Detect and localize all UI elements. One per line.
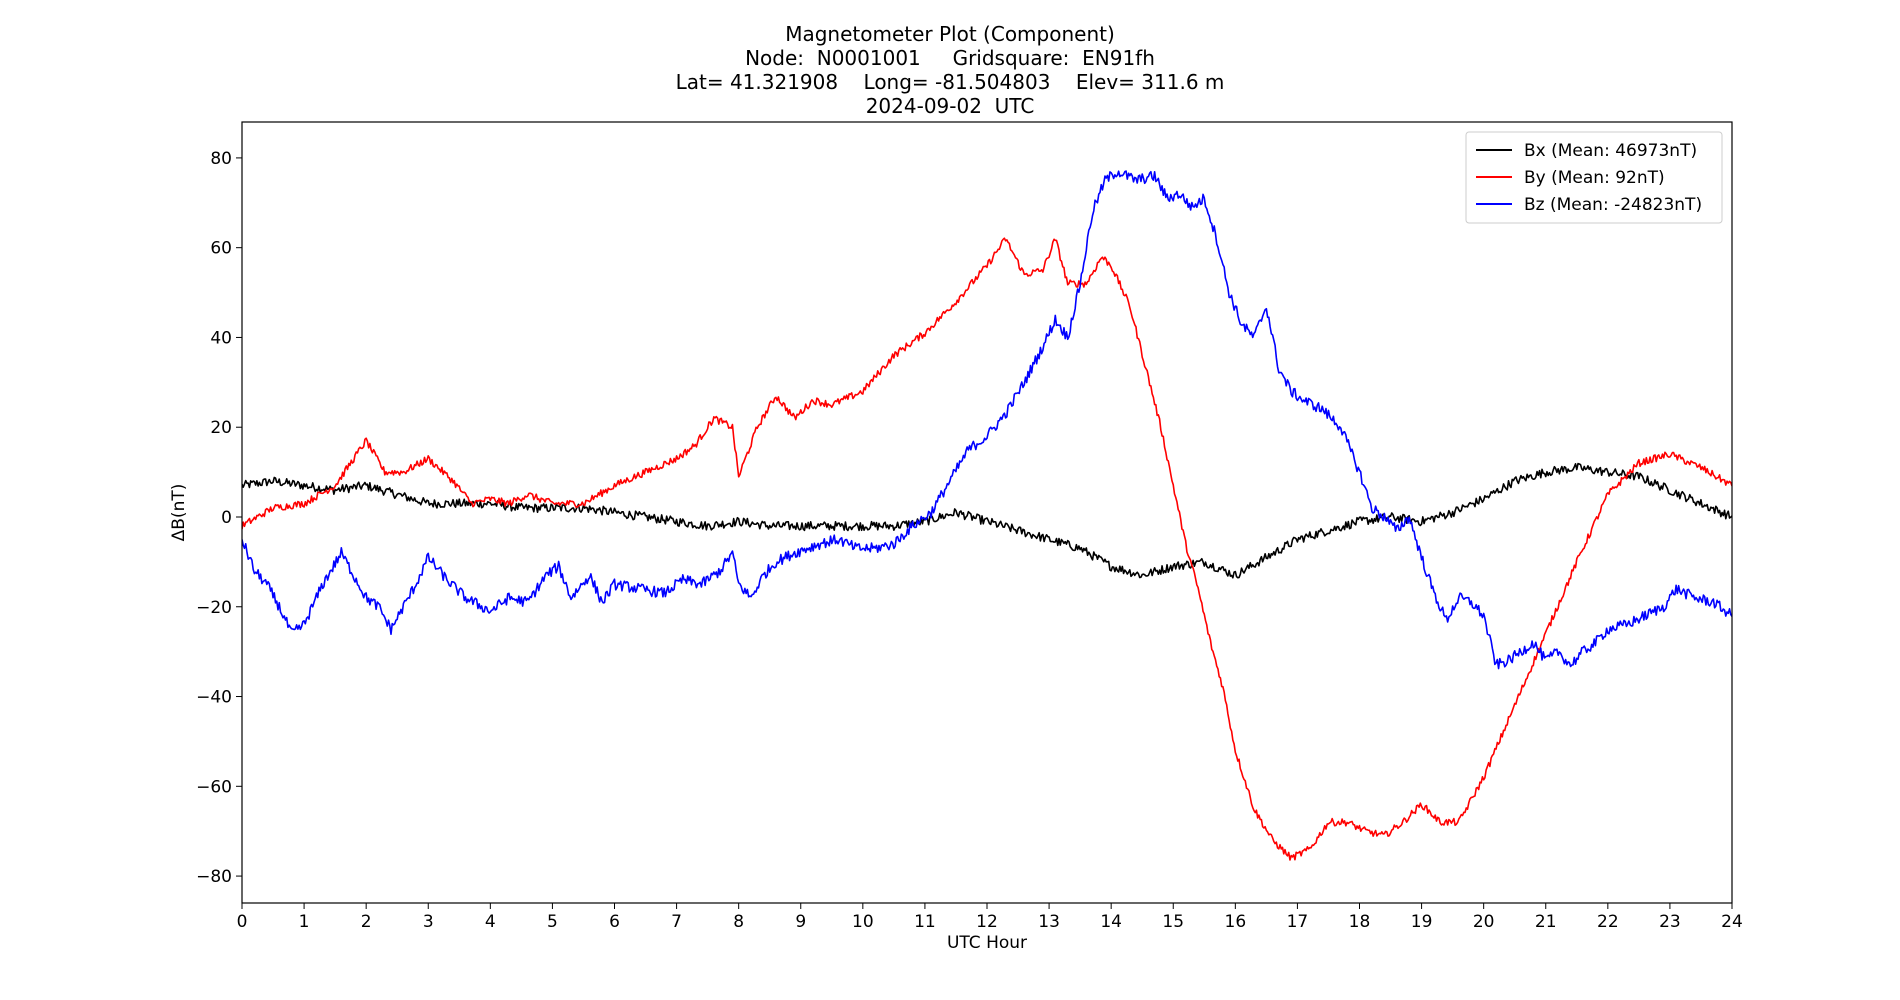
x-tick-label: 23 <box>1659 912 1681 932</box>
x-tick-label: 3 <box>423 912 434 932</box>
x-tick-label: 21 <box>1535 912 1557 932</box>
x-tick-label: 16 <box>1225 912 1247 932</box>
x-tick-label: 6 <box>609 912 620 932</box>
series-line-1 <box>242 237 1732 861</box>
y-tick-label: 20 <box>210 418 232 438</box>
x-tick-label: 1 <box>299 912 310 932</box>
y-tick-label: −60 <box>196 777 232 797</box>
series-line-0 <box>242 462 1732 579</box>
x-tick-label: 9 <box>795 912 806 932</box>
series-line-2 <box>242 170 1732 670</box>
x-axis-label: UTC Hour <box>947 933 1027 953</box>
y-tick-label: −40 <box>196 688 232 708</box>
legend: Bx (Mean: 46973nT) By (Mean: 92nT) Bz (Mea… <box>1465 131 1723 224</box>
x-tick-label: 8 <box>733 912 744 932</box>
series-layer <box>242 170 1732 861</box>
y-tick-label: −20 <box>196 598 232 618</box>
legend-entry-label: Bx (Mean: 46973nT) <box>1524 141 1697 161</box>
x-tick-label: 14 <box>1100 912 1122 932</box>
x-tick-label: 20 <box>1473 912 1495 932</box>
x-tick-label: 24 <box>1721 912 1743 932</box>
x-tick-label: 15 <box>1162 912 1184 932</box>
x-tick-label: 19 <box>1411 912 1433 932</box>
chart-subtitle-date: 2024-09-02 UTC <box>865 94 1035 118</box>
x-tick-label: 13 <box>1038 912 1060 932</box>
chart-title: Magnetometer Plot (Component) <box>785 22 1115 46</box>
y-tick-label: 80 <box>210 149 232 169</box>
y-tick-label: 40 <box>210 328 232 348</box>
x-tick-label: 5 <box>547 912 558 932</box>
y-axis-label: ΔB(nT) <box>169 484 189 542</box>
legend-entry-label: By (Mean: 92nT) <box>1524 168 1665 188</box>
x-axis-ticks: 0 1 2 3 4 5 6 7 8 9 10 11 12 13 14 15 16 17 18 19 20 21 22 23 24 <box>237 903 1743 932</box>
y-axis-ticks: −80 −60 −40 −20 0 20 40 60 80 <box>196 149 242 887</box>
x-tick-label: 12 <box>976 912 998 932</box>
legend-entry-label: Bz (Mean: -24823nT) <box>1524 195 1702 215</box>
x-tick-label: 10 <box>852 912 874 932</box>
x-tick-label: 2 <box>361 912 372 932</box>
x-tick-label: 11 <box>914 912 936 932</box>
axes-frame <box>241 121 1733 904</box>
y-tick-label: 60 <box>210 239 232 259</box>
y-tick-label: −80 <box>196 867 232 887</box>
x-tick-label: 0 <box>237 912 248 932</box>
legend-box <box>1465 131 1723 224</box>
x-tick-label: 18 <box>1349 912 1371 932</box>
y-tick-label: 0 <box>221 508 232 528</box>
x-tick-label: 7 <box>671 912 682 932</box>
chart-subtitle-location: Lat= 41.321908 Long= -81.504803 Elev= 31… <box>675 70 1225 94</box>
x-tick-label: 22 <box>1597 912 1619 932</box>
x-tick-label: 17 <box>1287 912 1309 932</box>
x-tick-label: 4 <box>485 912 496 932</box>
chart-subtitle-node: Node: N0001001 Gridsquare: EN91fh <box>745 46 1155 70</box>
